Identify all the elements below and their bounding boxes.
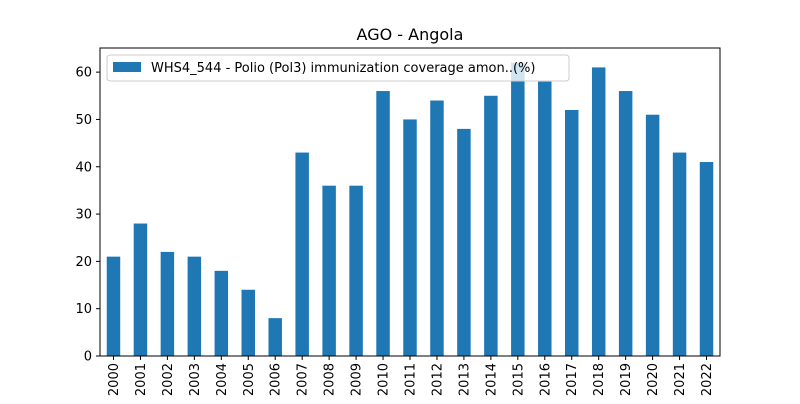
x-tick-label: 2021 (673, 363, 688, 396)
y-tick-label: 50 (75, 113, 92, 128)
x-tick-label: 2015 (511, 363, 526, 396)
bar-2008 (322, 185, 336, 356)
legend: WHS4_544 - Polio (Pol3) immunization cov… (106, 54, 570, 82)
y-tick-label: 40 (75, 160, 92, 175)
x-tick-label: 2018 (592, 363, 607, 396)
y-axis: 0 10 20 30 40 50 60 (75, 66, 100, 365)
legend-box (106, 54, 570, 82)
x-tick-label: 2003 (188, 363, 203, 396)
bar-2011 (403, 119, 417, 356)
bar-2019 (618, 91, 633, 357)
bar-2006 (268, 318, 282, 356)
y-tick-label: 10 (75, 302, 92, 317)
bar-2005 (241, 289, 255, 356)
bar-2010 (376, 91, 390, 357)
bar-2018 (591, 67, 606, 357)
legend-label: WHS4_544 - Polio (Pol3) immunization cov… (151, 61, 535, 76)
y-tick-label: 0 (84, 350, 92, 365)
x-tick-label: 2008 (323, 363, 338, 396)
chart-title: AGO - Angola (357, 25, 464, 44)
x-tick-label: 2022 (700, 363, 715, 396)
x-tick-label: 2011 (404, 363, 419, 396)
bar-2007 (295, 152, 309, 356)
bar-2002 (160, 251, 175, 356)
x-tick-label: 2002 (161, 363, 176, 396)
bar-2001 (133, 223, 148, 356)
bar-2014 (484, 95, 498, 356)
x-tick-label: 2020 (646, 363, 661, 396)
bar-2009 (349, 185, 363, 356)
plot-frame (99, 47, 721, 357)
x-tick-label: 2012 (430, 363, 445, 396)
x-tick-label: 2017 (565, 363, 580, 396)
x-tick-label: 2016 (538, 363, 553, 396)
bar-2017 (565, 109, 579, 356)
x-tick-label: 2013 (457, 363, 472, 396)
bar-2016 (538, 81, 552, 356)
bars-layer (106, 62, 714, 357)
bar-2022 (699, 162, 714, 356)
x-tick-label: 2006 (269, 363, 284, 396)
x-axis: 2000 2001 2002 2003 2004 2005 2006 2007 2008 2009… (107, 356, 715, 396)
x-tick-label: 2004 (215, 363, 230, 396)
x-tick-label: 2001 (134, 363, 149, 396)
bar-2003 (187, 256, 202, 356)
y-tick-label: 20 (75, 255, 92, 270)
bar-2000 (106, 256, 121, 356)
y-tick-label: 60 (75, 66, 92, 81)
bar-2012 (430, 100, 444, 357)
y-tick-label: 30 (75, 208, 92, 223)
x-tick-label: 2014 (484, 363, 499, 396)
x-tick-label: 2000 (107, 363, 122, 396)
x-tick-label: 2010 (377, 363, 392, 396)
x-tick-label: 2009 (350, 363, 365, 396)
x-tick-label: 2019 (619, 363, 634, 396)
legend-swatch (113, 62, 141, 72)
bar-2021 (672, 152, 687, 356)
x-tick-label: 2007 (296, 363, 311, 396)
x-tick-label: 2005 (242, 363, 257, 396)
bar-2013 (457, 128, 471, 356)
plot-frame-rect (99, 47, 721, 357)
bar-2015 (511, 62, 525, 357)
bar-2004 (214, 270, 229, 356)
bar-2020 (645, 114, 660, 357)
